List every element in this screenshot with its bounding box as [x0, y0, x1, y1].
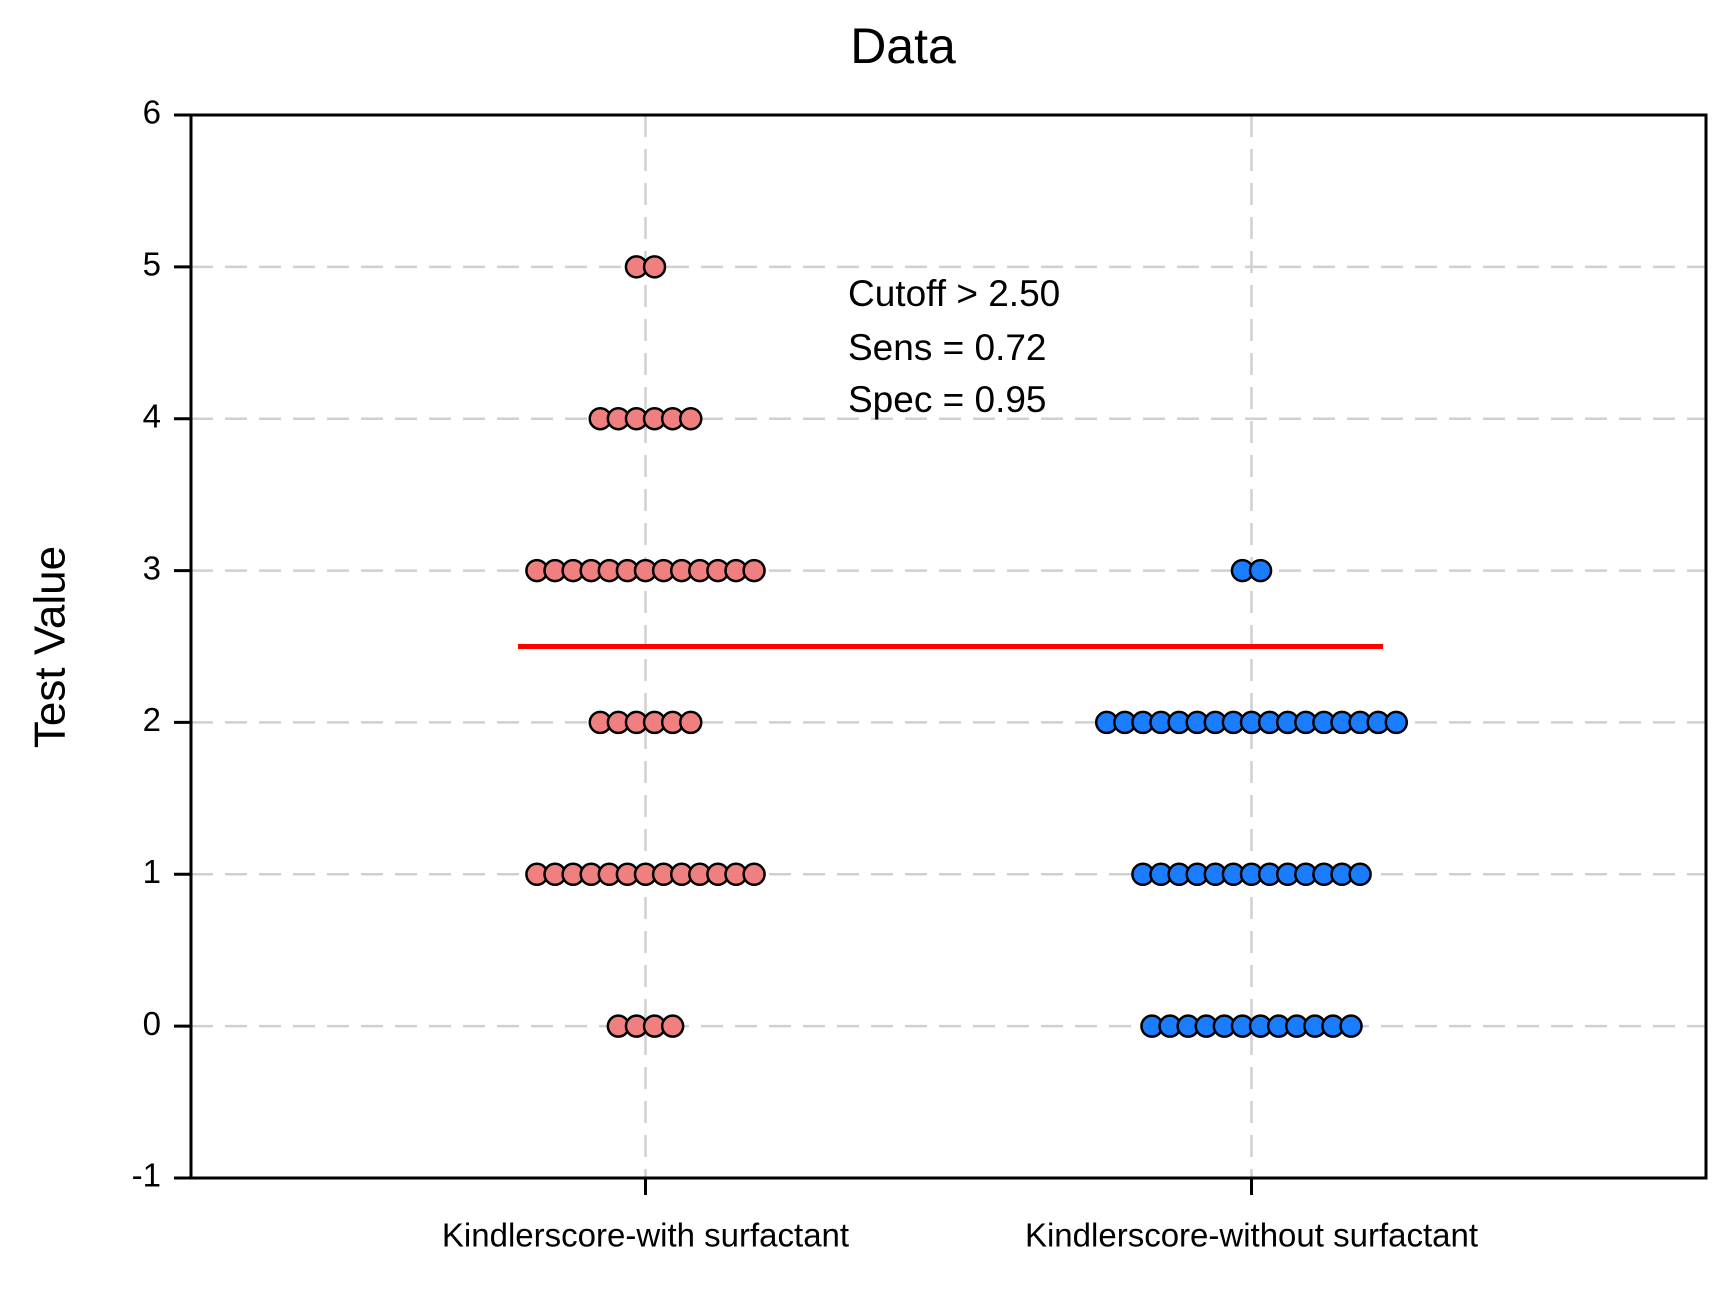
y-tick-label: 3	[143, 549, 161, 586]
chart-title: Data	[850, 18, 956, 74]
y-tick-label: 6	[143, 94, 161, 131]
annotation: Cutoff > 2.50	[848, 273, 1060, 314]
y-axis-label: Test Value	[26, 546, 75, 748]
y-tick-label: 5	[143, 246, 161, 283]
data-point	[679, 710, 703, 735]
y-tick-label: 0	[143, 1005, 161, 1042]
plot-frame	[189, 113, 1708, 1180]
x-tick-label: Kindlerscore-without surfactant	[1025, 1217, 1478, 1254]
annotation: Spec = 0.95	[848, 379, 1047, 420]
data-point	[1384, 710, 1409, 735]
y-tick-label: -1	[132, 1157, 161, 1194]
data-point	[1248, 558, 1273, 583]
x-tick-label: Kindlerscore-with surfactant	[442, 1217, 849, 1254]
data-point	[1348, 862, 1372, 887]
data-point	[679, 406, 703, 431]
annotation: Sens = 0.72	[848, 327, 1047, 368]
data-point	[742, 558, 766, 583]
y-tick-label: 4	[143, 397, 161, 434]
data-point	[660, 1014, 685, 1038]
data-point	[742, 862, 766, 887]
data-point	[642, 255, 667, 279]
data-point	[1339, 1014, 1363, 1038]
y-tick-label: 2	[143, 701, 161, 738]
y-tick-label: 1	[143, 853, 161, 890]
